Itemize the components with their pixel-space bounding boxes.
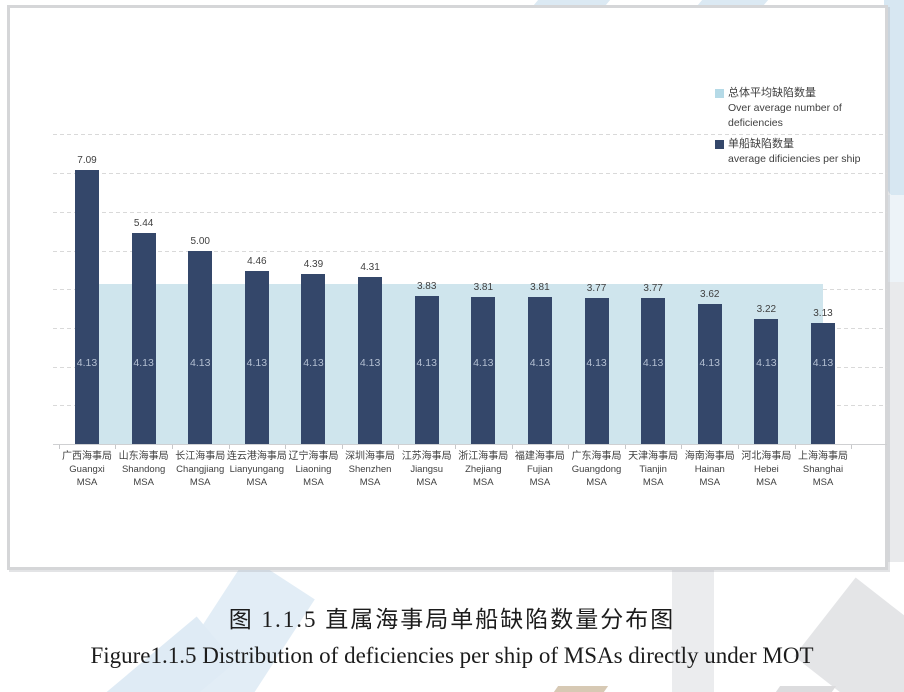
x-axis-label: 天津海事局 Tianjin MSA [628, 451, 679, 488]
bar [471, 296, 496, 444]
x-axis-label: 上海海事局 Shanghai MSA [797, 451, 848, 488]
figure-caption: 图 1.1.5 直属海事局单船缺陷数量分布图 Figure1.1.5 Distr… [0, 600, 904, 669]
x-axis-label: 广西海事局 Guangxi MSA [62, 451, 112, 488]
axis-tick [681, 445, 682, 449]
x-axis-label: 长江海事局 Changjiang MSA [175, 451, 226, 488]
bar [754, 319, 779, 444]
axis-tick [115, 445, 116, 449]
x-axis-label: 海南海事局 Hainan MSA [684, 451, 735, 488]
x-axis-label: 广东海事局 Guangdong MSA [571, 451, 622, 488]
average-label: 4.13 [529, 357, 551, 370]
axis-tick [568, 445, 569, 449]
x-axis-label: 河北海事局 Hebei MSA [741, 451, 792, 488]
axis-tick [455, 445, 456, 449]
figure-caption-en: Figure1.1.5 Distribution of deficiencies… [90, 643, 814, 668]
average-label: 4.13 [359, 357, 381, 370]
bar [75, 169, 99, 444]
average-series-swatch-icon [715, 89, 724, 98]
axis-tick [851, 445, 852, 449]
legend-per-ship-label-en: average dificiencies per ship [728, 153, 861, 165]
bar [810, 322, 835, 444]
bar [301, 274, 326, 444]
axis-tick [342, 445, 343, 449]
average-label: 4.13 [303, 357, 324, 370]
bar-value-label: 3.81 [530, 281, 550, 293]
bar-value-label: 5.44 [133, 218, 154, 230]
x-axis-label: 辽宁海事局 Liaoning MSA [288, 451, 339, 488]
plot-area: 7.09 4.13 5.44 4.13 5.00 4.13 4.46 4.13 4.39 4.13… [10, 8, 887, 567]
average-label: 4.13 [76, 357, 98, 370]
axis-tick [795, 445, 796, 449]
deco-bottom-beige-strip [553, 686, 609, 692]
bar-value-label: 3.77 [643, 283, 663, 295]
gridline [53, 251, 887, 252]
legend-average-label-zh: 总体平均缺陷数量 [728, 87, 816, 99]
axis-tick [59, 445, 60, 449]
bar-value-label: 3.62 [700, 288, 720, 300]
bar-value-label: 3.81 [473, 281, 494, 293]
average-label: 4.13 [586, 357, 607, 370]
figure-caption-zh: 图 1.1.5 直属海事局单船缺陷数量分布图 [228, 607, 676, 632]
bar [131, 233, 156, 444]
x-axis-label: 连云港海事局 Lianyungang MSA [226, 451, 287, 488]
x-axis-label: 江苏海事局 Jiangsu MSA [401, 451, 452, 488]
bar-value-label: 3.83 [416, 280, 437, 292]
bar-value-label: 4.31 [360, 262, 380, 274]
bar-value-label: 3.77 [586, 283, 607, 295]
axis-tick [512, 445, 513, 449]
average-label: 4.13 [246, 357, 268, 370]
average-label: 4.13 [133, 357, 154, 370]
gridline [53, 212, 887, 213]
legend-average-label-en: Over average number of deficiencies [728, 102, 842, 129]
legend-per-ship-label-zh: 单船缺陷数量 [728, 138, 794, 150]
legend-item-per-ship: 单船缺陷数量 average dificiencies per ship [715, 137, 885, 167]
average-label: 4.13 [756, 357, 777, 370]
x-axis-label: 浙江海事局 Zhejiang MSA [458, 451, 509, 488]
x-axis-label: 山东海事局 Shandong MSA [118, 451, 169, 488]
chart-container: 7.09 4.13 5.44 4.13 5.00 4.13 4.46 4.13 4.39 4.13… [7, 5, 888, 570]
average-label: 4.13 [699, 357, 720, 370]
axis-tick [229, 445, 230, 449]
chart-legend: 总体平均缺陷数量 Over average number of deficien… [715, 86, 885, 173]
gridline [53, 134, 887, 135]
bar-value-label: 3.22 [756, 304, 777, 316]
deco-right-blue [884, 0, 904, 215]
average-label: 4.13 [190, 357, 211, 370]
deco-bottom-gray-band [672, 570, 714, 692]
gridline [53, 173, 887, 174]
bar [244, 271, 269, 444]
legend-item-average: 总体平均缺陷数量 Over average number of deficien… [715, 86, 885, 131]
bar [188, 250, 213, 444]
average-label: 4.13 [473, 357, 494, 370]
axis-tick [625, 445, 626, 449]
x-axis-label: 福建海事局 Fujian MSA [514, 451, 565, 488]
bar [697, 303, 722, 444]
bar [358, 277, 383, 444]
average-label: 4.13 [642, 357, 664, 370]
axis-tick [285, 445, 286, 449]
bar-value-label: 5.00 [190, 235, 210, 247]
bar [641, 298, 666, 444]
average-label: 4.13 [416, 357, 437, 370]
x-axis-label: 深圳海事局 Shenzhen MSA [345, 451, 396, 488]
bar [414, 295, 439, 444]
deco-right-gray [884, 282, 904, 562]
deco-right-pale [884, 195, 904, 285]
x-axis-line [53, 444, 887, 445]
bar-value-label: 3.13 [813, 307, 833, 319]
bar [527, 296, 552, 444]
deco-bottom-gray-strip [775, 686, 837, 692]
axis-tick [172, 445, 173, 449]
bar-value-label: 7.09 [77, 154, 97, 166]
bar-value-label: 4.46 [247, 256, 267, 268]
bar [584, 298, 609, 444]
axis-tick [738, 445, 739, 449]
per-ship-series-swatch-icon [715, 140, 724, 149]
axis-tick [398, 445, 399, 449]
average-label: 4.13 [812, 357, 834, 370]
bar-value-label: 4.39 [303, 259, 324, 271]
